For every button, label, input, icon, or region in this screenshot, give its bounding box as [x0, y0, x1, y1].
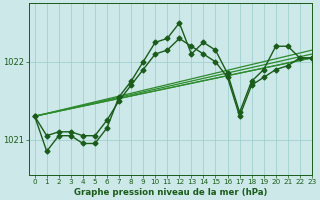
X-axis label: Graphe pression niveau de la mer (hPa): Graphe pression niveau de la mer (hPa) [74, 188, 267, 197]
